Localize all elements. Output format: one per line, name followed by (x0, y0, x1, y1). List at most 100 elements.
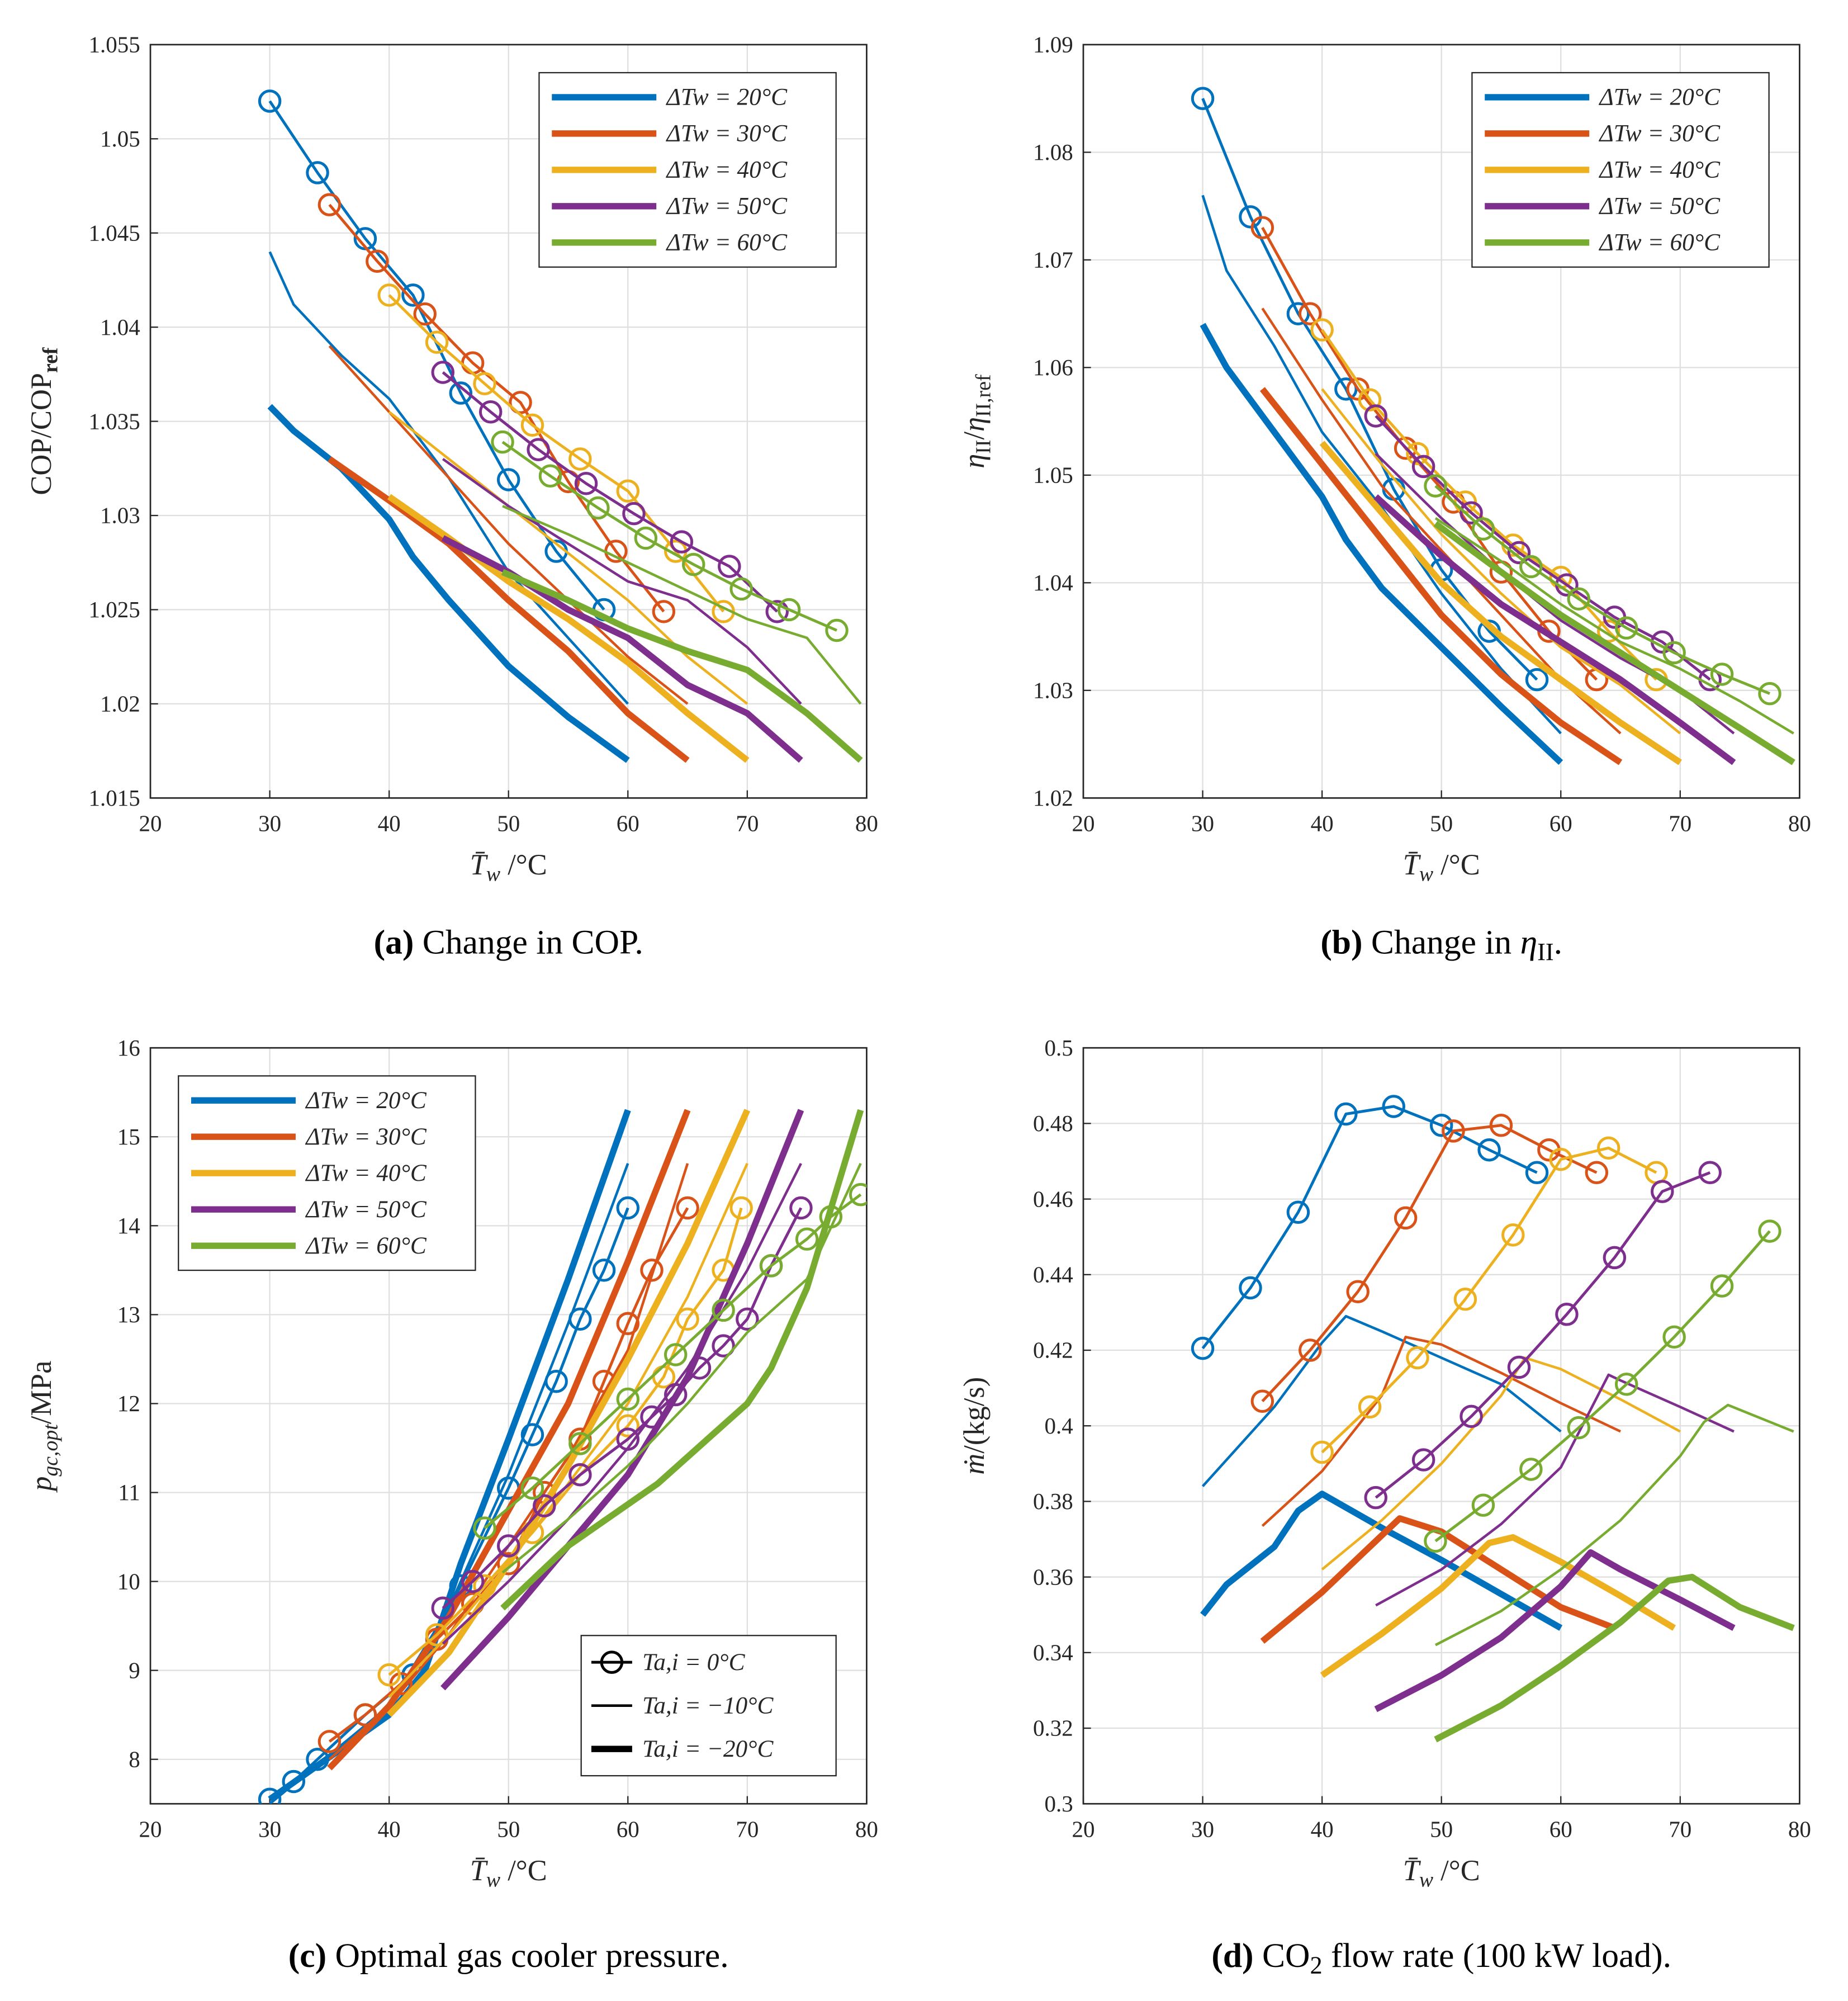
data-point (377, 1663, 401, 1687)
data-point (1364, 1486, 1387, 1510)
data-point (1191, 87, 1215, 110)
text-part: /°C (1433, 1855, 1480, 1887)
legend-label: ΔTw = 30°C (665, 120, 788, 147)
data-point (366, 249, 389, 273)
data-point (1299, 302, 1322, 325)
series-layer (258, 1109, 867, 1804)
series-line (501, 569, 863, 763)
data-point (520, 413, 544, 437)
data-point (616, 479, 640, 503)
text-part: gc,opt (39, 1423, 63, 1477)
x-tick-label: 50 (497, 811, 520, 836)
data-point (1519, 1458, 1543, 1481)
data-point (478, 400, 503, 424)
y-tick-label: 1.055 (88, 32, 140, 58)
data-point (676, 1307, 699, 1331)
y-tick-label: 8 (129, 1746, 140, 1772)
y-tick-label: 1.05 (1033, 462, 1073, 488)
data-point (729, 577, 753, 601)
data-point (592, 1259, 616, 1282)
text-part: T̄ (1403, 849, 1421, 881)
text-part: w (1419, 863, 1433, 886)
caption: (a) Change in COP. (374, 923, 643, 961)
data-point (1596, 1136, 1620, 1160)
series-layer (258, 89, 863, 763)
axes-box (1082, 44, 1800, 799)
axes-box (1082, 1047, 1800, 1805)
data-point (401, 283, 425, 307)
series-line (1434, 1403, 1794, 1647)
data-point (413, 302, 437, 326)
data-point (1710, 663, 1734, 686)
data-point (1310, 1440, 1334, 1464)
y-tick-label: 1.04 (1033, 570, 1073, 595)
data-point (1460, 1404, 1483, 1428)
y-tick-label: 0.46 (1033, 1186, 1073, 1212)
legend-label: Ta,i = −20°C (642, 1735, 774, 1762)
legend-label: ΔTw = 60°C (665, 229, 788, 256)
text-part: /MPa (25, 1361, 58, 1425)
x-tick-label: 40 (378, 811, 401, 836)
y-tick-label: 0.4 (1044, 1413, 1073, 1439)
y-tick-label: 0.34 (1033, 1640, 1073, 1666)
text-part: T̄ (470, 1855, 489, 1887)
data-point (449, 381, 473, 405)
y-axis-label: pgc,opt/MPa (25, 1361, 62, 1493)
x-axis-label: T̄w /°C (1403, 849, 1480, 886)
text-part: Change in COP. (414, 923, 643, 961)
legend-label: ΔTw = 50°C (665, 193, 788, 220)
data-point (491, 430, 514, 454)
legend-label: ΔTw = 60°C (1598, 229, 1721, 256)
y-axis-label: COP/COPref (25, 347, 62, 495)
legend-label: ΔTw = 20°C (665, 84, 788, 111)
series-line (388, 1207, 743, 1676)
text-part: T̄ (1403, 1855, 1421, 1887)
caption: (b) Change in ηII. (1320, 923, 1562, 965)
y-tick-label: 12 (117, 1390, 140, 1416)
data-point (1424, 1529, 1447, 1553)
series-line (440, 1109, 804, 1691)
data-point (1453, 1288, 1477, 1311)
y-tick-label: 9 (129, 1657, 140, 1683)
text-part: T̄ (470, 849, 489, 881)
x-tick-label: 70 (736, 811, 759, 836)
data-point (1442, 1119, 1465, 1143)
data-point (825, 618, 849, 642)
data-point (640, 1259, 664, 1282)
x-tick-label: 20 (1072, 1816, 1094, 1842)
data-point (712, 1334, 735, 1357)
x-tick-label: 80 (1788, 811, 1811, 836)
x-tick-label: 60 (1550, 1816, 1572, 1842)
data-point (1286, 1200, 1310, 1224)
y-tick-label: 1.08 (1033, 139, 1073, 165)
data-point (1364, 404, 1387, 428)
y-tick-label: 13 (117, 1302, 140, 1327)
y-tick-label: 1.015 (88, 785, 140, 811)
text-part: 2 (1310, 1951, 1322, 1979)
series-line (1201, 1314, 1562, 1487)
y-tick-label: 1.07 (1033, 247, 1073, 273)
x-axis-label: T̄w /°C (470, 1855, 547, 1891)
legend-label: Ta,i = −10°C (642, 1692, 774, 1719)
data-point (1191, 1336, 1215, 1360)
data-point (1424, 474, 1447, 498)
series-line (502, 505, 862, 705)
data-point (1651, 1180, 1674, 1203)
x-tick-label: 20 (139, 811, 162, 836)
x-tick-label: 40 (1311, 811, 1334, 836)
data-point (574, 472, 598, 495)
series-line (388, 410, 748, 705)
data-point (538, 464, 562, 488)
data-point (765, 600, 789, 623)
data-point (496, 1552, 520, 1576)
legend-label: ΔTw = 60°C (305, 1232, 427, 1259)
data-point (1507, 1355, 1531, 1379)
caption: (d) CO2 flow rate (100 kW load). (1211, 1937, 1671, 1979)
series-line (1434, 1573, 1795, 1743)
data-point (1662, 1325, 1686, 1349)
data-point (527, 438, 550, 461)
data-point (318, 1730, 342, 1753)
data-point (616, 1414, 640, 1437)
panel: 20 30 40 50 60 70 80 0.3 0.32 0.34 0.36 0.38 0.4 0.42… (958, 1035, 1811, 1979)
data-point (1460, 501, 1483, 524)
